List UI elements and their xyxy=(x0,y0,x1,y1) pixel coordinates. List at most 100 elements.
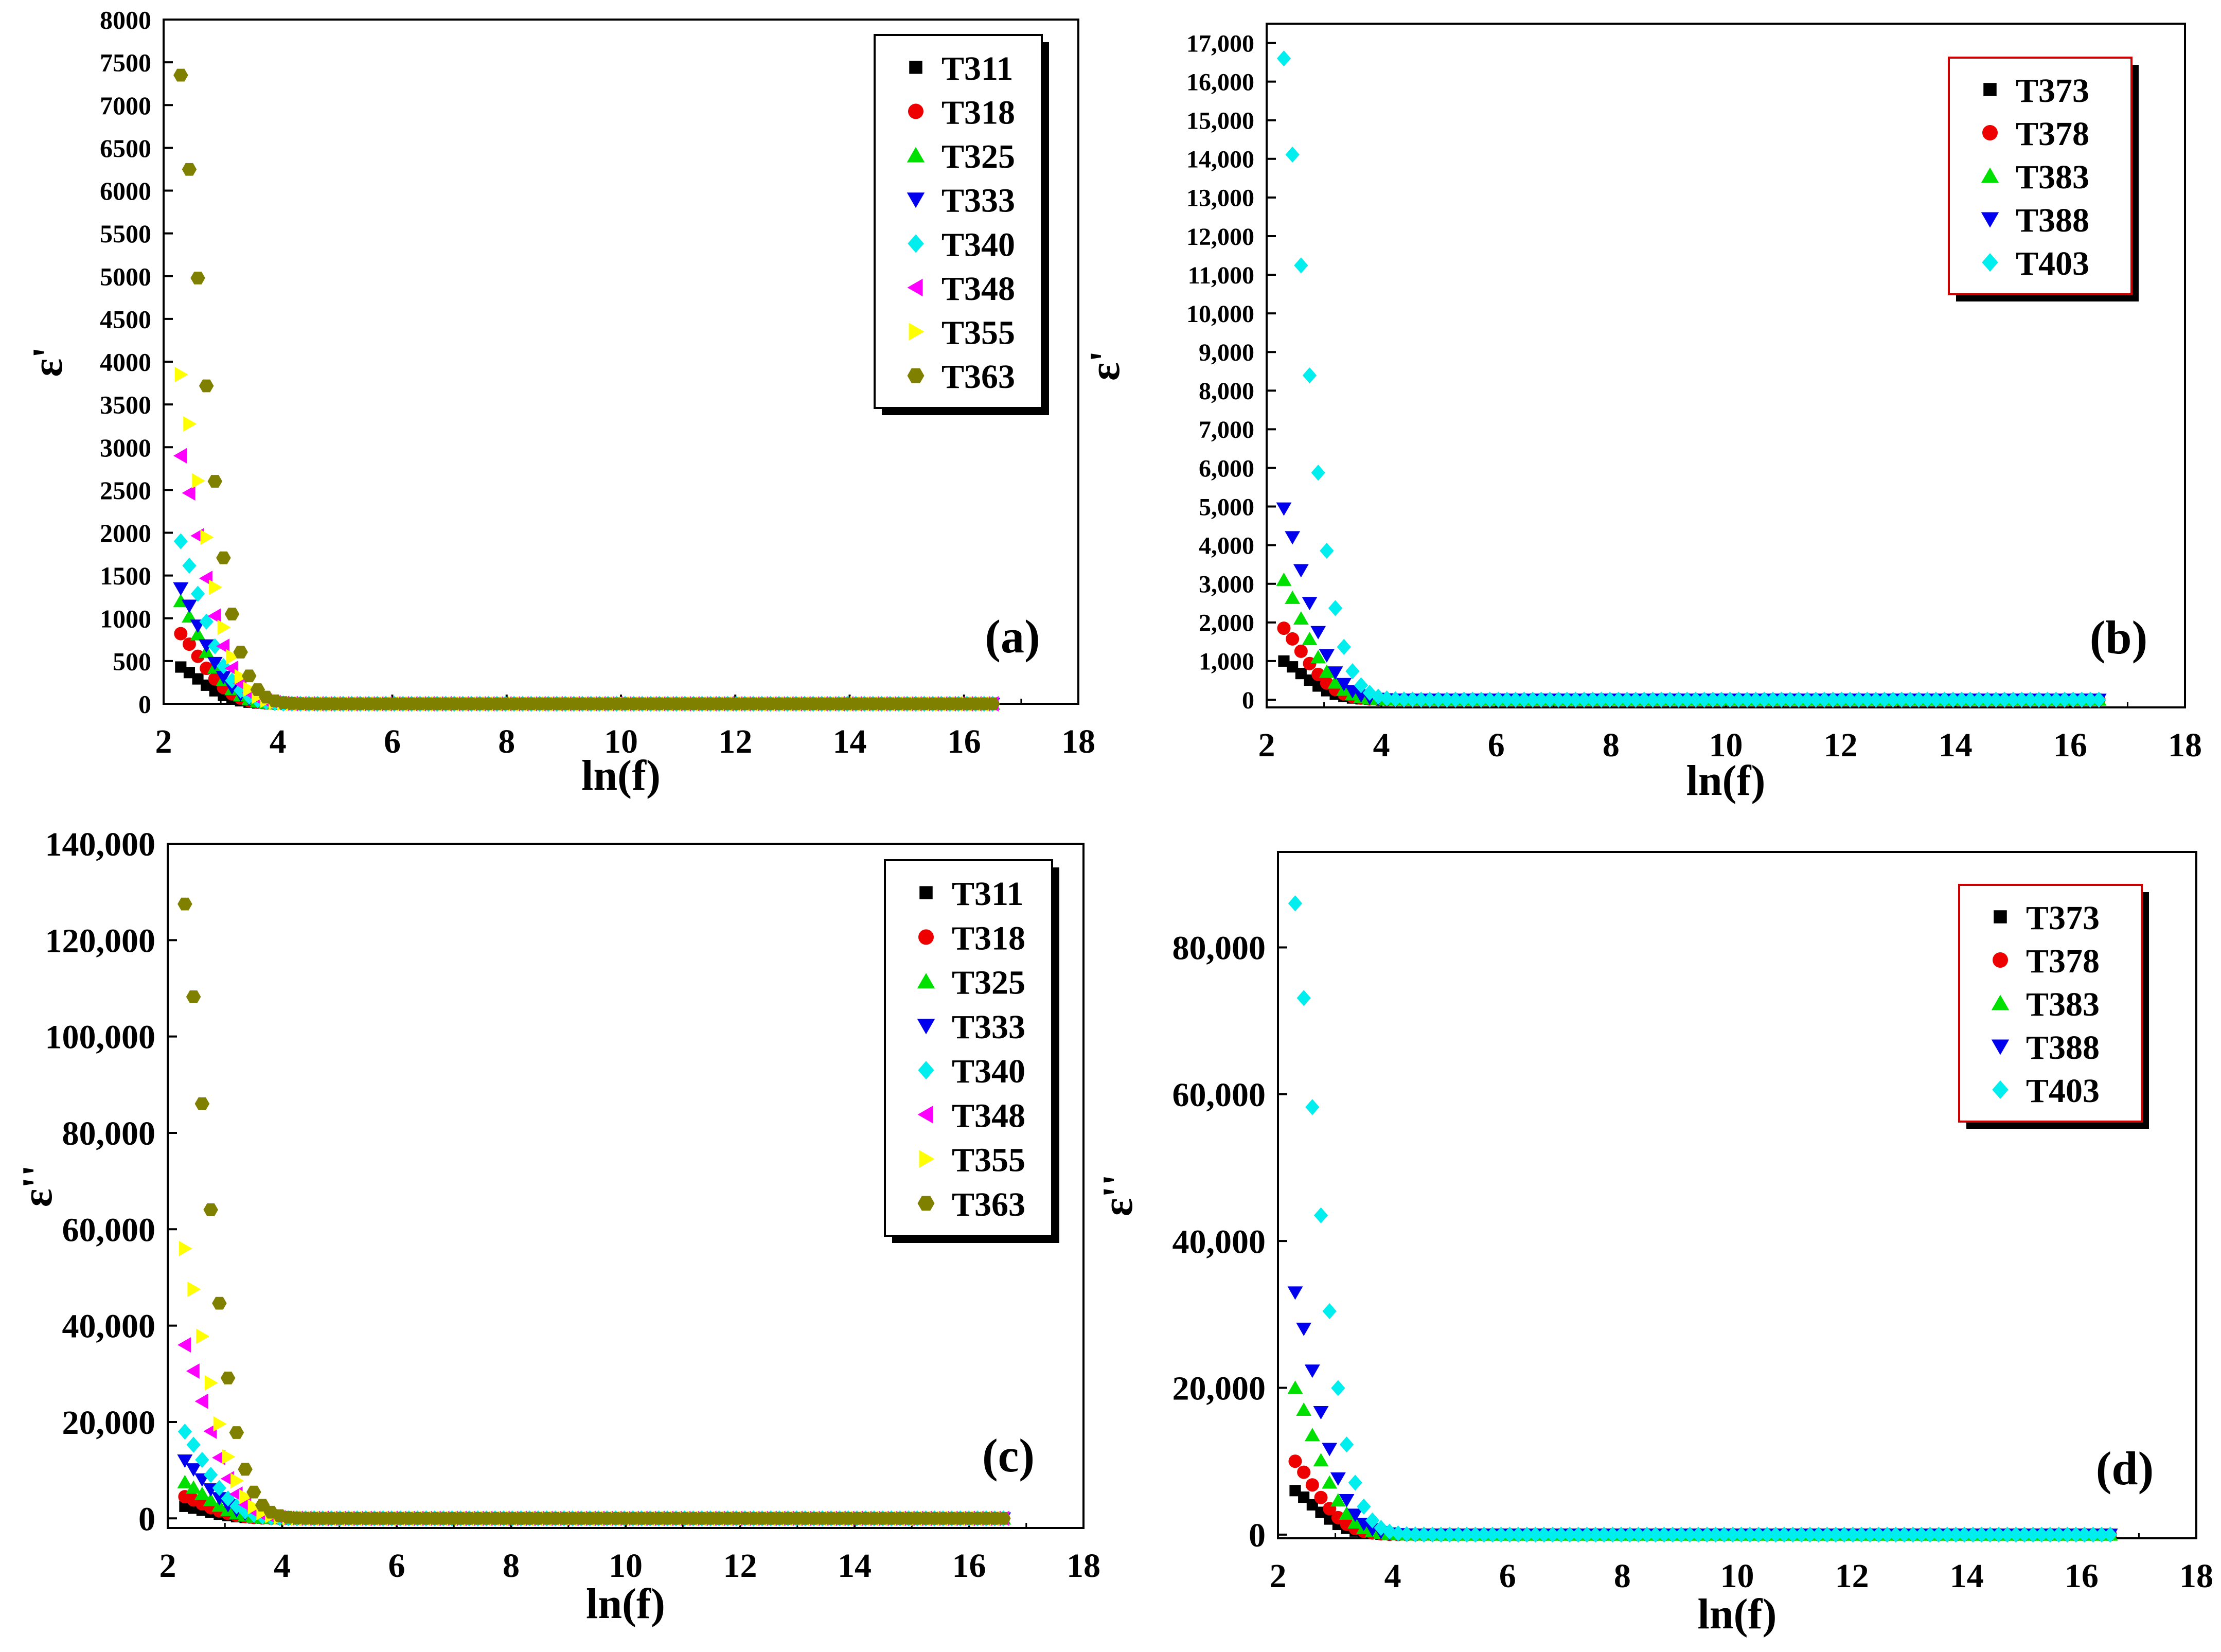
y-tick-label: 0 xyxy=(1242,687,1254,714)
data-point xyxy=(212,1296,227,1310)
series-T403 xyxy=(1288,895,2118,1543)
data-point xyxy=(174,627,188,641)
x-tick-label: 14 xyxy=(1939,726,1973,764)
legend-entry: T325 xyxy=(941,138,1015,175)
y-tick-label: 8000 xyxy=(100,6,151,34)
y-tick-label: 5000 xyxy=(100,262,151,291)
data-point xyxy=(1803,1526,1817,1543)
data-point xyxy=(1897,1526,1912,1543)
y-tick-label: 13,000 xyxy=(1186,185,1254,212)
data-point xyxy=(1871,1526,1886,1543)
x-tick-label: 18 xyxy=(1067,1547,1100,1585)
x-tick-label: 12 xyxy=(1835,1557,1869,1595)
x-tick-label: 16 xyxy=(2065,1557,2099,1595)
data-point xyxy=(1940,1526,1955,1543)
data-point xyxy=(1313,1453,1329,1467)
legend-entry: T318 xyxy=(941,94,1015,131)
y-tick-label: 2,000 xyxy=(1199,610,1254,637)
data-point xyxy=(1577,691,1591,708)
data-point xyxy=(1434,1526,1448,1543)
legend-marker xyxy=(917,1106,933,1124)
panel-label: (c) xyxy=(982,1429,1035,1482)
data-point xyxy=(1465,691,1480,708)
x-tick-label: 8 xyxy=(498,723,515,760)
data-point xyxy=(1306,1499,1318,1511)
data-point xyxy=(1345,663,1360,680)
data-point xyxy=(1304,1428,1320,1442)
data-point xyxy=(2043,1526,2057,1543)
x-tick-label: 2 xyxy=(1270,1557,1287,1595)
x-axis-label: ln(f) xyxy=(581,752,661,800)
panel-label: (d) xyxy=(2096,1442,2154,1495)
data-point xyxy=(1297,1465,1311,1479)
data-point xyxy=(224,608,240,620)
data-point xyxy=(2040,691,2055,708)
x-tick-label: 12 xyxy=(1824,726,1858,764)
data-point xyxy=(1405,691,1420,708)
data-point xyxy=(182,163,197,176)
data-point xyxy=(1305,1099,1320,1115)
data-point xyxy=(1485,1526,1500,1543)
data-point xyxy=(187,1282,201,1297)
data-point xyxy=(1313,1406,1329,1420)
data-point xyxy=(1740,691,1754,708)
data-point xyxy=(1304,1364,1320,1378)
data-point xyxy=(1322,1443,1338,1456)
data-point xyxy=(1542,691,1557,708)
data-point xyxy=(1597,1526,1611,1543)
data-point xyxy=(2060,1526,2074,1543)
data-point xyxy=(182,557,197,574)
data-point xyxy=(2023,691,2037,708)
data-point xyxy=(199,379,214,393)
data-point xyxy=(1310,650,1326,664)
y-tick-label: 2000 xyxy=(100,519,151,547)
data-point xyxy=(1310,626,1326,640)
data-point xyxy=(1354,677,1369,694)
data-point xyxy=(1336,678,1352,691)
data-point xyxy=(191,473,205,489)
legend-marker xyxy=(907,278,923,297)
data-point xyxy=(1722,691,1737,708)
legend-box xyxy=(1958,884,2143,1123)
data-point xyxy=(1357,1498,1371,1515)
data-point xyxy=(1743,1526,1757,1543)
data-point xyxy=(190,585,205,602)
legend-box xyxy=(1948,57,2133,295)
data-point xyxy=(1379,690,1394,707)
data-point xyxy=(1517,691,1532,708)
data-point xyxy=(1988,691,2003,708)
series-T348 xyxy=(177,1337,1009,1526)
data-point xyxy=(1416,1526,1431,1543)
data-point xyxy=(1460,1526,1474,1543)
data-point xyxy=(1313,1207,1328,1223)
panel-label: (a) xyxy=(985,610,1040,663)
data-point xyxy=(1295,668,1307,680)
data-point xyxy=(186,1363,200,1379)
data-point xyxy=(1276,502,1292,516)
x-tick-label: 10 xyxy=(609,1547,643,1585)
legend-marker xyxy=(1991,994,2010,1010)
data-point xyxy=(996,1512,1011,1525)
data-point xyxy=(1344,685,1360,699)
x-tick-label: 14 xyxy=(1950,1557,1984,1595)
data-point xyxy=(217,619,231,635)
data-point xyxy=(1726,1526,1740,1543)
x-tick-label: 8 xyxy=(1614,1557,1631,1595)
y-tick-label: 6000 xyxy=(100,176,151,205)
data-point xyxy=(1302,631,1318,645)
legend-entry: T311 xyxy=(941,50,1013,87)
data-point xyxy=(1294,257,1308,274)
data-point xyxy=(1474,691,1488,708)
data-point xyxy=(186,1463,202,1477)
data-point xyxy=(1946,691,1960,708)
y-tick-label: 3500 xyxy=(100,390,151,419)
data-point xyxy=(211,1492,227,1506)
series-T363 xyxy=(173,68,1000,710)
x-tick-label: 18 xyxy=(1061,723,1095,760)
data-point xyxy=(1425,1526,1440,1543)
data-point xyxy=(1920,691,1934,708)
x-tick-label: 12 xyxy=(723,1547,757,1585)
y-tick-label: 40,000 xyxy=(1172,1223,1266,1260)
data-point xyxy=(1828,1526,1843,1543)
